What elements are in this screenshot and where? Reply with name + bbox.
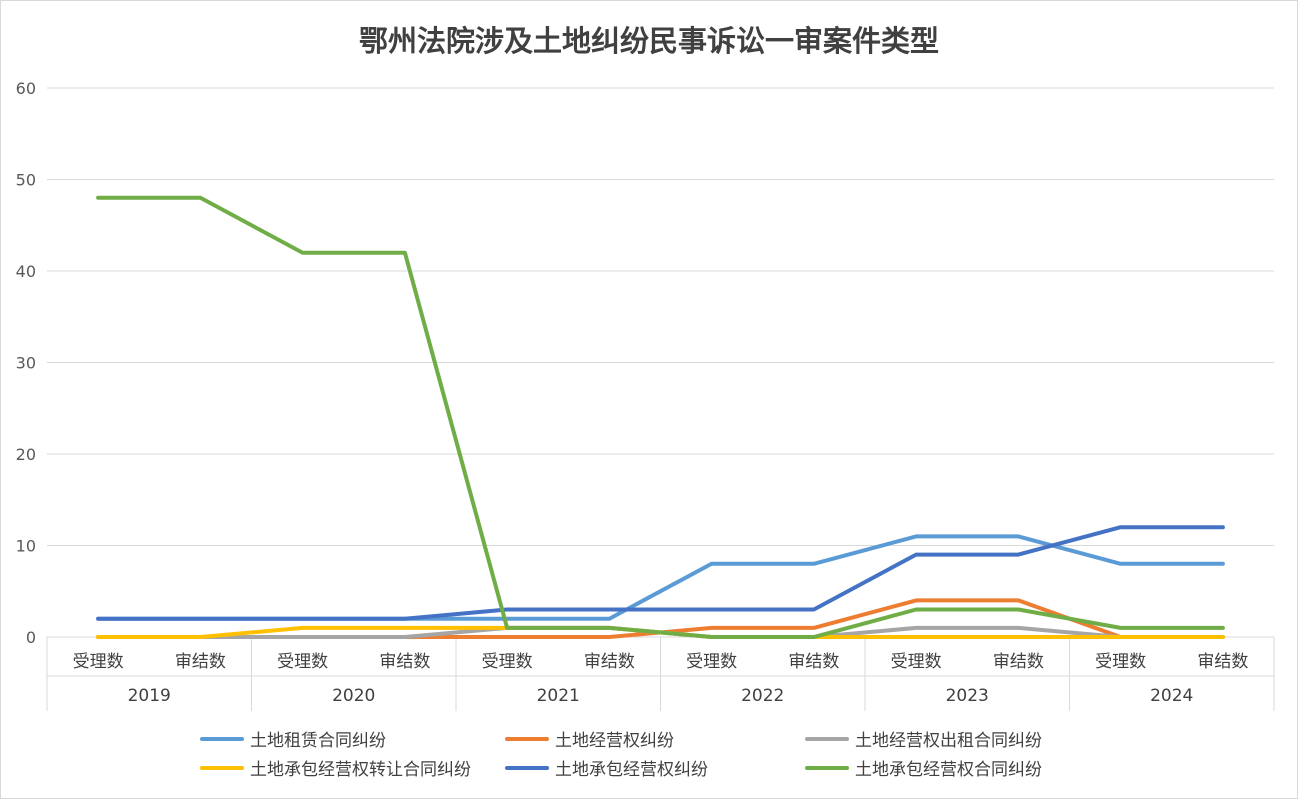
legend-item: 土地经营权纠纷 (505, 726, 674, 751)
x-tick-label: 审结数 (379, 652, 430, 672)
x-tick-label: 受理数 (277, 652, 328, 672)
y-tick-label: 30 (16, 354, 36, 373)
x-group-label: 2020 (332, 686, 375, 706)
y-tick-label: 0 (26, 628, 36, 647)
x-tick-label: 审结数 (1197, 652, 1248, 672)
y-tick-label: 10 (16, 537, 36, 556)
legend-swatch (805, 765, 849, 770)
series-line-6 (96, 195, 1225, 639)
legend-swatch (505, 765, 549, 770)
legend-item: 土地经营权出租合同纠纷 (805, 726, 1042, 751)
x-tick-label: 受理数 (891, 652, 942, 672)
x-tick-label: 受理数 (482, 652, 533, 672)
legend-label: 土地承包经营权转让合同纠纷 (250, 760, 471, 780)
legend-label: 土地租赁合同纠纷 (250, 731, 386, 751)
series-line-1 (96, 534, 1225, 621)
legend-label: 土地承包经营权纠纷 (555, 760, 708, 780)
legend-item: 土地租赁合同纠纷 (200, 726, 386, 751)
x-tick-label: 审结数 (584, 652, 635, 672)
y-tick-label: 20 (16, 445, 36, 464)
legend-item: 土地承包经营权转让合同纠纷 (200, 755, 471, 780)
x-tick-label: 受理数 (1095, 652, 1146, 672)
y-tick-label: 60 (16, 79, 36, 98)
x-tick-label: 审结数 (175, 652, 226, 672)
y-tick-label: 40 (16, 262, 36, 281)
x-tick-label: 受理数 (686, 652, 737, 672)
legend-item: 土地承包经营权合同纠纷 (805, 755, 1042, 780)
x-tick-label: 受理数 (73, 652, 124, 672)
x-tick-label: 审结数 (788, 652, 839, 672)
legend-swatch (805, 736, 849, 741)
legend-label: 土地承包经营权合同纠纷 (855, 760, 1042, 780)
legend-item: 土地承包经营权纠纷 (505, 755, 708, 780)
x-tick-label: 审结数 (993, 652, 1044, 672)
legend-swatch (200, 736, 244, 741)
x-group-label: 2021 (537, 686, 580, 706)
x-group-label: 2023 (946, 686, 989, 706)
x-group-label: 2022 (741, 686, 784, 706)
legend-swatch (200, 765, 244, 770)
legend-label: 土地经营权出租合同纠纷 (855, 731, 1042, 751)
y-tick-label: 50 (16, 171, 36, 190)
legend-label: 土地经营权纠纷 (555, 731, 674, 751)
chart-title: 鄂州法院涉及土地纠纷民事诉讼一审案件类型 (358, 24, 939, 58)
series-line-5 (96, 525, 1225, 621)
x-group-label: 2019 (128, 686, 171, 706)
x-group-label: 2024 (1150, 686, 1193, 706)
legend-swatch (505, 736, 549, 741)
